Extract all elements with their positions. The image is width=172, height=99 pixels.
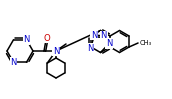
- Text: N: N: [91, 31, 98, 40]
- Text: O: O: [44, 33, 50, 42]
- Text: N: N: [53, 47, 59, 56]
- Text: CH₃: CH₃: [140, 40, 152, 46]
- Text: N: N: [106, 39, 112, 48]
- Text: N: N: [23, 35, 30, 44]
- Text: N: N: [100, 31, 107, 40]
- Text: N: N: [87, 43, 93, 52]
- Text: N: N: [10, 58, 17, 67]
